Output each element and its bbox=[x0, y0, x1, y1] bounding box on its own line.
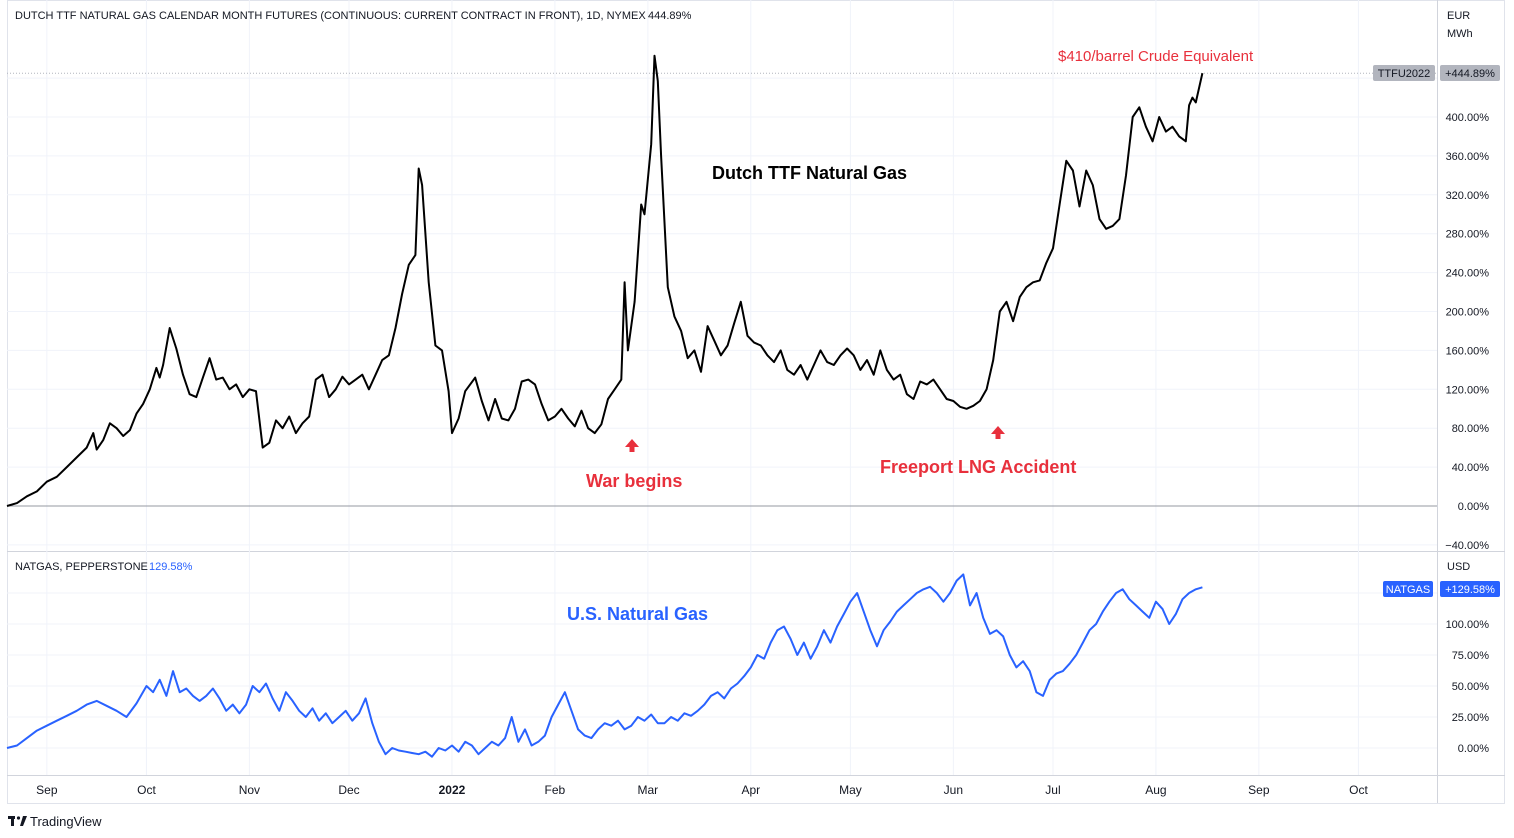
y-tick-label: 120.00% bbox=[1446, 384, 1490, 396]
y-tick-label: 200.00% bbox=[1446, 307, 1490, 319]
x-tick-label: Nov bbox=[239, 783, 260, 797]
y-tick-label: 0.00% bbox=[1458, 743, 1489, 755]
arrow-up-icon bbox=[625, 439, 639, 452]
x-tick-label: Jun bbox=[944, 783, 963, 797]
ttf-symbol-badge: TTFU2022 bbox=[1373, 65, 1435, 81]
ttf-symbol-text: TTFU2022 bbox=[1378, 68, 1431, 80]
ttf-price-axis: 400.00% 360.00% 320.00% 280.00% 240.00% 200.0… bbox=[1445, 112, 1489, 552]
natgas-symbol-text: NATGAS bbox=[1386, 584, 1430, 596]
natgas-last-value-badge: +129.58% bbox=[1440, 581, 1500, 597]
x-tick-label: Sep bbox=[36, 783, 58, 797]
ttf-price-line bbox=[6, 54, 1204, 507]
ttf-header: DUTCH TTF NATURAL GAS CALENDAR MONTH FUT… bbox=[15, 10, 646, 22]
natgas-title: U.S. Natural Gas bbox=[567, 604, 708, 624]
natgas-currency-label: USD bbox=[1447, 561, 1470, 573]
natgas-last-value-text: +129.58% bbox=[1445, 584, 1495, 596]
annotation-war-begins: War begins bbox=[586, 471, 682, 491]
time-axis: Sep Oct Nov Dec 2022 Feb Mar Apr May Jun Jul Aug Sep… bbox=[36, 783, 1368, 797]
y-tick-label: 0.00% bbox=[1458, 501, 1489, 513]
ttf-unit-label: MWh bbox=[1447, 28, 1473, 40]
ttf-last-value-text: +444.89% bbox=[1445, 68, 1495, 80]
y-tick-label: 25.00% bbox=[1452, 712, 1490, 724]
natgas-header: NATGAS, PEPPERSTONE bbox=[15, 561, 148, 573]
y-tick-label: −40.00% bbox=[1445, 540, 1489, 552]
natgas-series bbox=[6, 573, 1203, 758]
y-tick-label: 400.00% bbox=[1446, 112, 1490, 124]
x-tick-label: Oct bbox=[137, 783, 156, 797]
ttf-series bbox=[6, 54, 1204, 507]
x-tick-label: Feb bbox=[545, 783, 566, 797]
x-tick-label: Mar bbox=[638, 783, 659, 797]
y-tick-label: 320.00% bbox=[1446, 190, 1490, 202]
x-tick-label: May bbox=[839, 783, 862, 797]
chart-frame bbox=[7, 0, 1505, 804]
x-tick-label: Dec bbox=[338, 783, 359, 797]
y-tick-label: 80.00% bbox=[1452, 423, 1490, 435]
natgas-symbol-badge: NATGAS bbox=[1383, 581, 1433, 597]
x-tick-label: Sep bbox=[1248, 783, 1270, 797]
y-tick-label: 75.00% bbox=[1452, 650, 1490, 662]
ttf-title: Dutch TTF Natural Gas bbox=[712, 163, 907, 183]
annotation-crude-equivalent: $410/barrel Crude Equivalent bbox=[1058, 48, 1254, 65]
ttf-currency-label: EUR bbox=[1447, 10, 1470, 22]
x-tick-label: Jul bbox=[1045, 783, 1060, 797]
natgas-price-line bbox=[6, 573, 1203, 758]
x-tick-label: Aug bbox=[1145, 783, 1166, 797]
y-tick-label: 280.00% bbox=[1446, 229, 1490, 241]
natgas-price-axis: 100.00% 75.00% 50.00% 25.00% 0.00% bbox=[1446, 619, 1490, 755]
y-tick-label: 160.00% bbox=[1446, 345, 1490, 357]
ttf-last-value-badge: +444.89% bbox=[1440, 65, 1500, 81]
arrow-up-icon bbox=[991, 426, 1005, 439]
y-tick-label: 50.00% bbox=[1452, 681, 1490, 693]
tradingview-logo: TradingView bbox=[8, 814, 102, 829]
tradingview-logo-text: TradingView bbox=[30, 814, 102, 829]
y-tick-label: 240.00% bbox=[1446, 268, 1490, 280]
x-tick-label: Oct bbox=[1349, 783, 1368, 797]
tradingview-logo-icon bbox=[8, 816, 27, 826]
y-tick-label: 40.00% bbox=[1452, 462, 1490, 474]
annotation-freeport-lng: Freeport LNG Accident bbox=[880, 457, 1076, 477]
ttf-header-value: 444.89% bbox=[648, 10, 692, 22]
y-tick-label: 360.00% bbox=[1446, 151, 1490, 163]
y-tick-label: 100.00% bbox=[1446, 619, 1490, 631]
x-tick-label: Apr bbox=[741, 783, 760, 797]
x-tick-label: 2022 bbox=[439, 783, 466, 797]
natgas-header-value: 129.58% bbox=[149, 561, 193, 573]
